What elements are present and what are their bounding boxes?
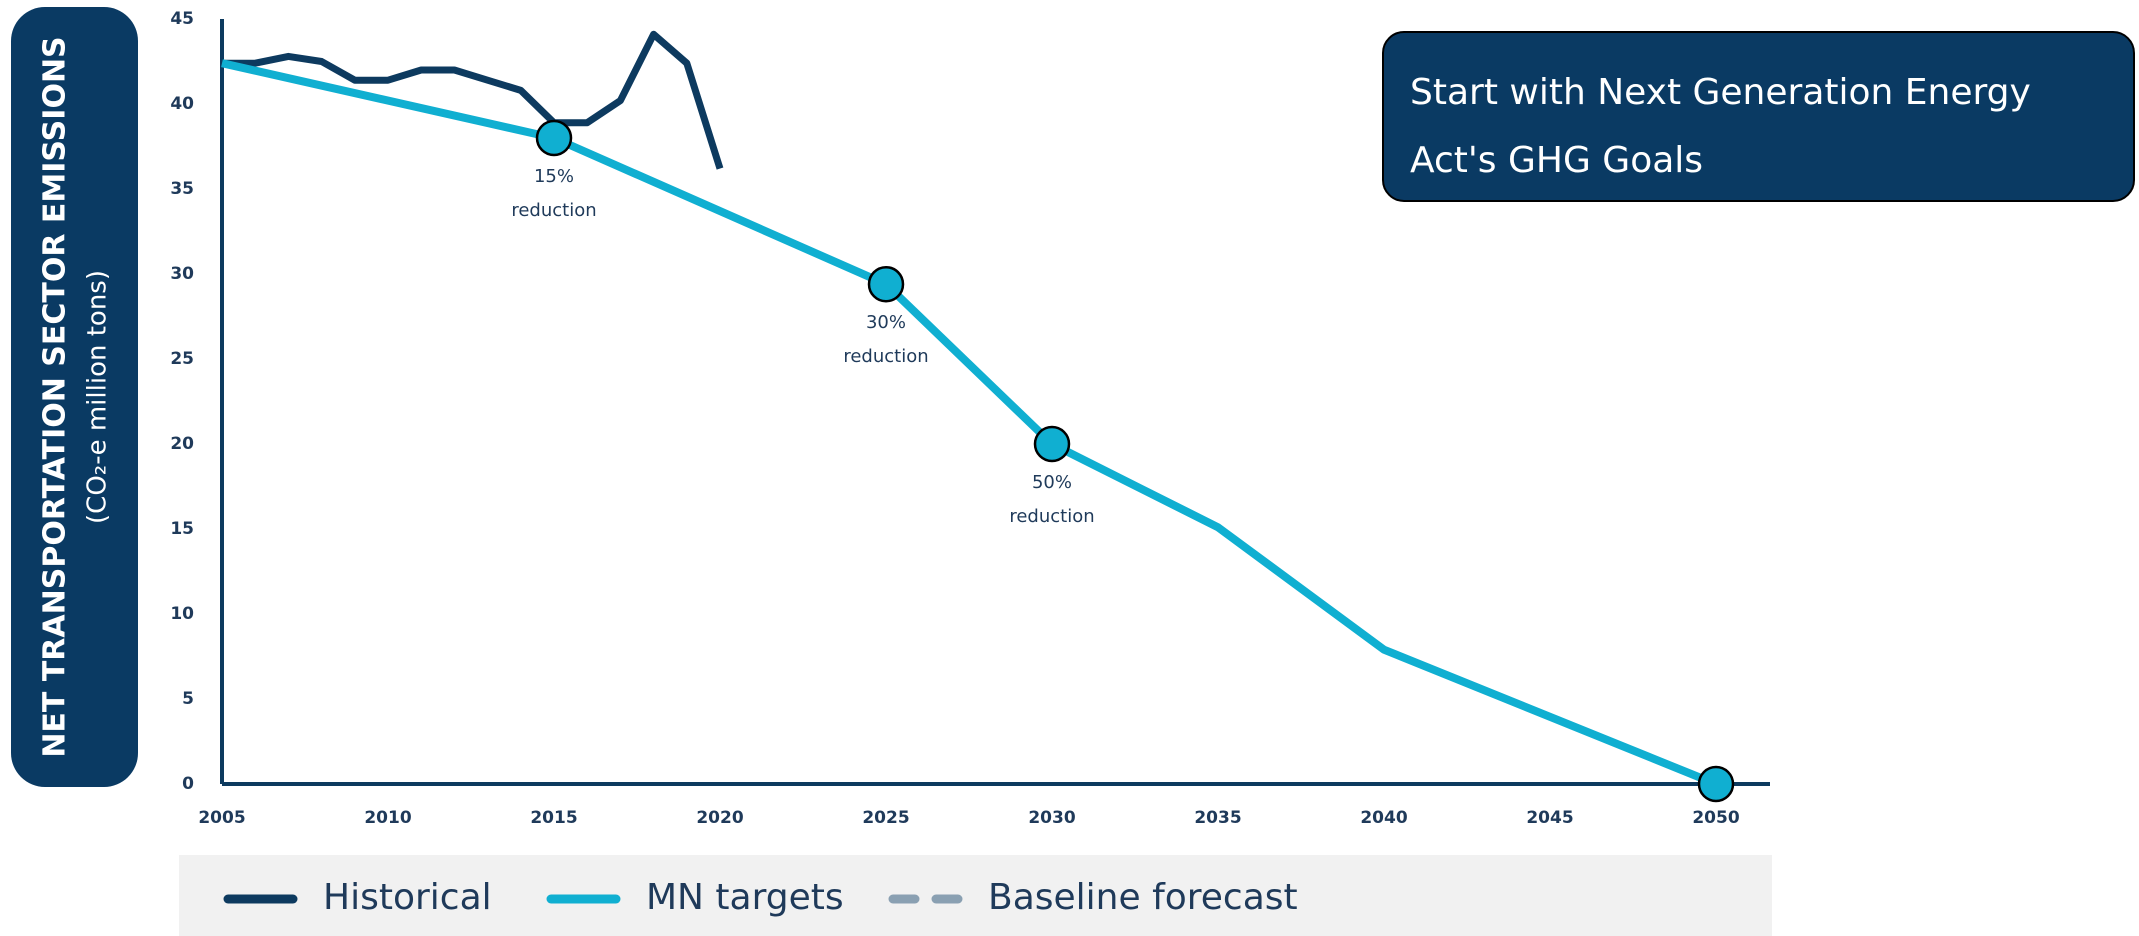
target-marker bbox=[1033, 425, 1071, 463]
marker-label: 50% bbox=[1032, 472, 1072, 493]
y-tick-label: 10 bbox=[170, 604, 194, 624]
x-tick-label: 2035 bbox=[1194, 808, 1241, 828]
y-axis-label: NET TRANSPORTATION SECTOR EMISSIONS bbox=[38, 36, 73, 757]
y-tick-label: 5 bbox=[182, 689, 194, 709]
x-tick-label: 2005 bbox=[198, 808, 245, 828]
legend-label: Baseline forecast bbox=[988, 877, 1298, 918]
x-tick-label: 2025 bbox=[862, 808, 909, 828]
y-tick-label: 40 bbox=[170, 94, 194, 114]
target-marker bbox=[535, 119, 573, 157]
legend-label: MN targets bbox=[646, 877, 844, 918]
legend-box bbox=[179, 855, 1772, 936]
x-tick-label: 2040 bbox=[1360, 808, 1407, 828]
x-tick-label: 2010 bbox=[364, 808, 411, 828]
marker-label: reduction bbox=[843, 346, 928, 367]
marker-label: reduction bbox=[511, 200, 596, 221]
y-tick-label: 15 bbox=[170, 519, 194, 539]
marker-label: 30% bbox=[866, 312, 906, 333]
target-marker bbox=[867, 265, 905, 303]
legend-label: Historical bbox=[323, 877, 492, 918]
y-tick-label: 35 bbox=[170, 179, 194, 199]
series-line bbox=[222, 30, 724, 170]
marker-label: 15% bbox=[534, 166, 574, 187]
y-tick-label: 30 bbox=[170, 264, 194, 284]
y-tick-label: 0 bbox=[182, 774, 194, 794]
target-marker bbox=[1697, 765, 1735, 803]
y-axis-sublabel: (CO₂-e million tons) bbox=[83, 270, 113, 524]
y-tick-label: 45 bbox=[170, 9, 194, 29]
x-tick-label: 2015 bbox=[530, 808, 577, 828]
y-tick-label: 25 bbox=[170, 349, 194, 369]
marker-label: reduction bbox=[1009, 506, 1094, 527]
x-tick-label: 2045 bbox=[1526, 808, 1573, 828]
callout: Start with Next Generation Energy Act's … bbox=[1382, 31, 2135, 202]
x-tick-label: 2020 bbox=[696, 808, 743, 828]
x-tick-label: 2050 bbox=[1692, 808, 1739, 828]
y-label-box bbox=[11, 7, 138, 787]
y-tick-label: 20 bbox=[170, 434, 194, 454]
x-tick-label: 2030 bbox=[1028, 808, 1075, 828]
